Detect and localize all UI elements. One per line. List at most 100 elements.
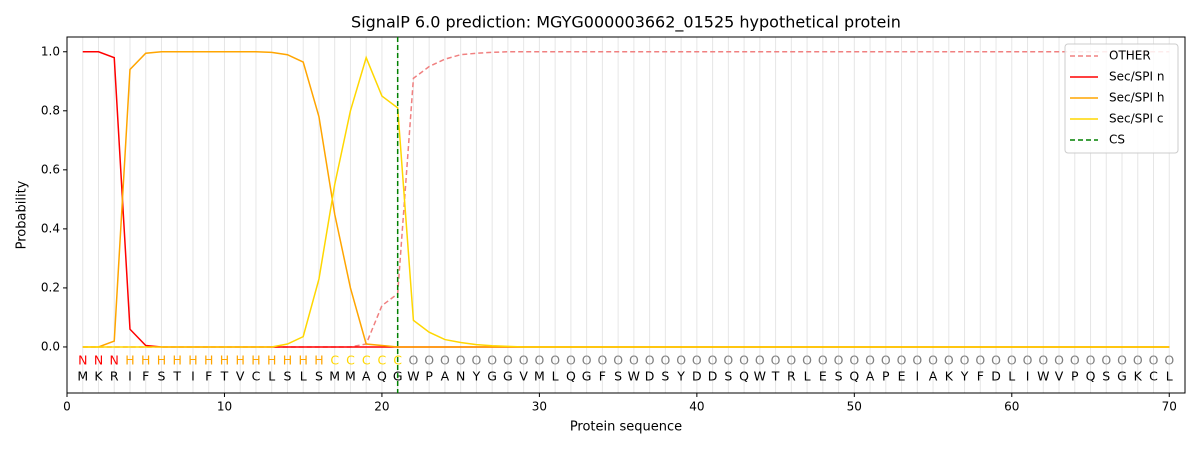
region-label: O [1149, 353, 1159, 368]
region-label: O [834, 353, 844, 368]
residue-label: D [692, 369, 702, 384]
region-label: N [110, 353, 119, 368]
region-label: H [188, 353, 197, 368]
region-label: O [1054, 353, 1064, 368]
residue-label: C [1149, 369, 1158, 384]
x-tick-label: 50 [847, 400, 862, 414]
residue-label: M [329, 369, 340, 384]
region-label: O [645, 353, 655, 368]
region-label: H [236, 353, 245, 368]
residue-label: S [1102, 369, 1110, 384]
x-tick-label: 30 [532, 400, 547, 414]
residue-label: A [441, 369, 450, 384]
residue-label: E [819, 369, 827, 384]
residue-label: K [945, 369, 954, 384]
residue-label: F [977, 369, 984, 384]
residue-label: Q [377, 369, 387, 384]
region-label: H [283, 353, 292, 368]
residue-label: V [236, 369, 245, 384]
residue-label: C [252, 369, 261, 384]
residue-label: S [661, 369, 669, 384]
y-tick-label: 0.0 [41, 339, 60, 353]
region-label: C [330, 353, 339, 368]
residue-label: G [582, 369, 592, 384]
region-label: O [991, 353, 1001, 368]
region-label: O [786, 353, 796, 368]
region-label: H [314, 353, 323, 368]
region-label: O [692, 353, 702, 368]
region-label: O [629, 353, 639, 368]
x-tick-label: 20 [374, 400, 389, 414]
residue-label: L [268, 369, 275, 384]
plot-frame [66, 36, 1186, 394]
region-label: O [897, 353, 907, 368]
region-label: O [1133, 353, 1143, 368]
region-label: O [818, 353, 828, 368]
residue-label: M [77, 369, 88, 384]
residue-label: Y [676, 369, 685, 384]
residue-label: P [425, 369, 433, 384]
residue-label: Q [566, 369, 576, 384]
region-label: O [534, 353, 544, 368]
residue-label: M [345, 369, 356, 384]
y-tick-label: 0.8 [41, 103, 60, 117]
region-label: O [1070, 353, 1080, 368]
legend-label: Sec/SPI n [1109, 70, 1164, 84]
legend-label: Sec/SPI h [1109, 91, 1164, 105]
x-tick-label: 10 [217, 400, 232, 414]
region-label: O [849, 353, 859, 368]
residue-label: W [1037, 369, 1049, 384]
residue-label: S [283, 369, 291, 384]
region-label: O [771, 353, 781, 368]
series-line [82, 51, 1170, 348]
residue-label: T [771, 369, 780, 384]
x-tick-label: 70 [1162, 400, 1177, 414]
y-tick-label: 0.6 [41, 162, 60, 176]
residue-label: D [991, 369, 1001, 384]
region-label: O [519, 353, 529, 368]
residue-label: S [158, 369, 166, 384]
region-label: O [1164, 353, 1174, 368]
residue-label: Q [739, 369, 749, 384]
region-label: O [1038, 353, 1048, 368]
region-label: H [141, 353, 150, 368]
residue-label: A [866, 369, 875, 384]
region-label: O [582, 353, 592, 368]
region-label: O [723, 353, 733, 368]
region-label: O [739, 353, 749, 368]
region-label: O [503, 353, 513, 368]
residue-label: Y [960, 369, 969, 384]
residue-label: W [628, 369, 640, 384]
chart-title: SignalP 6.0 prediction: MGYG000003662_01… [351, 13, 901, 33]
region-label: O [912, 353, 922, 368]
residue-label: F [599, 369, 606, 384]
legend-label: Sec/SPI c [1109, 112, 1163, 126]
region-label: O [1101, 353, 1111, 368]
residue-label: I [191, 369, 195, 384]
residue-label: E [898, 369, 906, 384]
region-label: O [550, 353, 560, 368]
residue-label: L [300, 369, 307, 384]
y-tick-label: 0.4 [41, 221, 60, 235]
residue-label: S [724, 369, 732, 384]
region-label: O [1023, 353, 1033, 368]
series-line [82, 51, 1170, 348]
residue-label: V [1055, 369, 1064, 384]
region-label: O [1086, 353, 1096, 368]
region-label: N [78, 353, 87, 368]
residue-label: S [614, 369, 622, 384]
region-label: O [440, 353, 450, 368]
y-axis-label: Probability [15, 180, 30, 249]
x-tick-label: 40 [689, 400, 704, 414]
residue-label: R [787, 369, 796, 384]
region-label: O [566, 353, 576, 368]
residue-label: Y [472, 369, 481, 384]
region-label: H [125, 353, 134, 368]
residue-label: W [407, 369, 419, 384]
region-label: O [613, 353, 623, 368]
residue-label: K [1134, 369, 1143, 384]
residue-label: L [552, 369, 559, 384]
residue-label: Q [1086, 369, 1096, 384]
